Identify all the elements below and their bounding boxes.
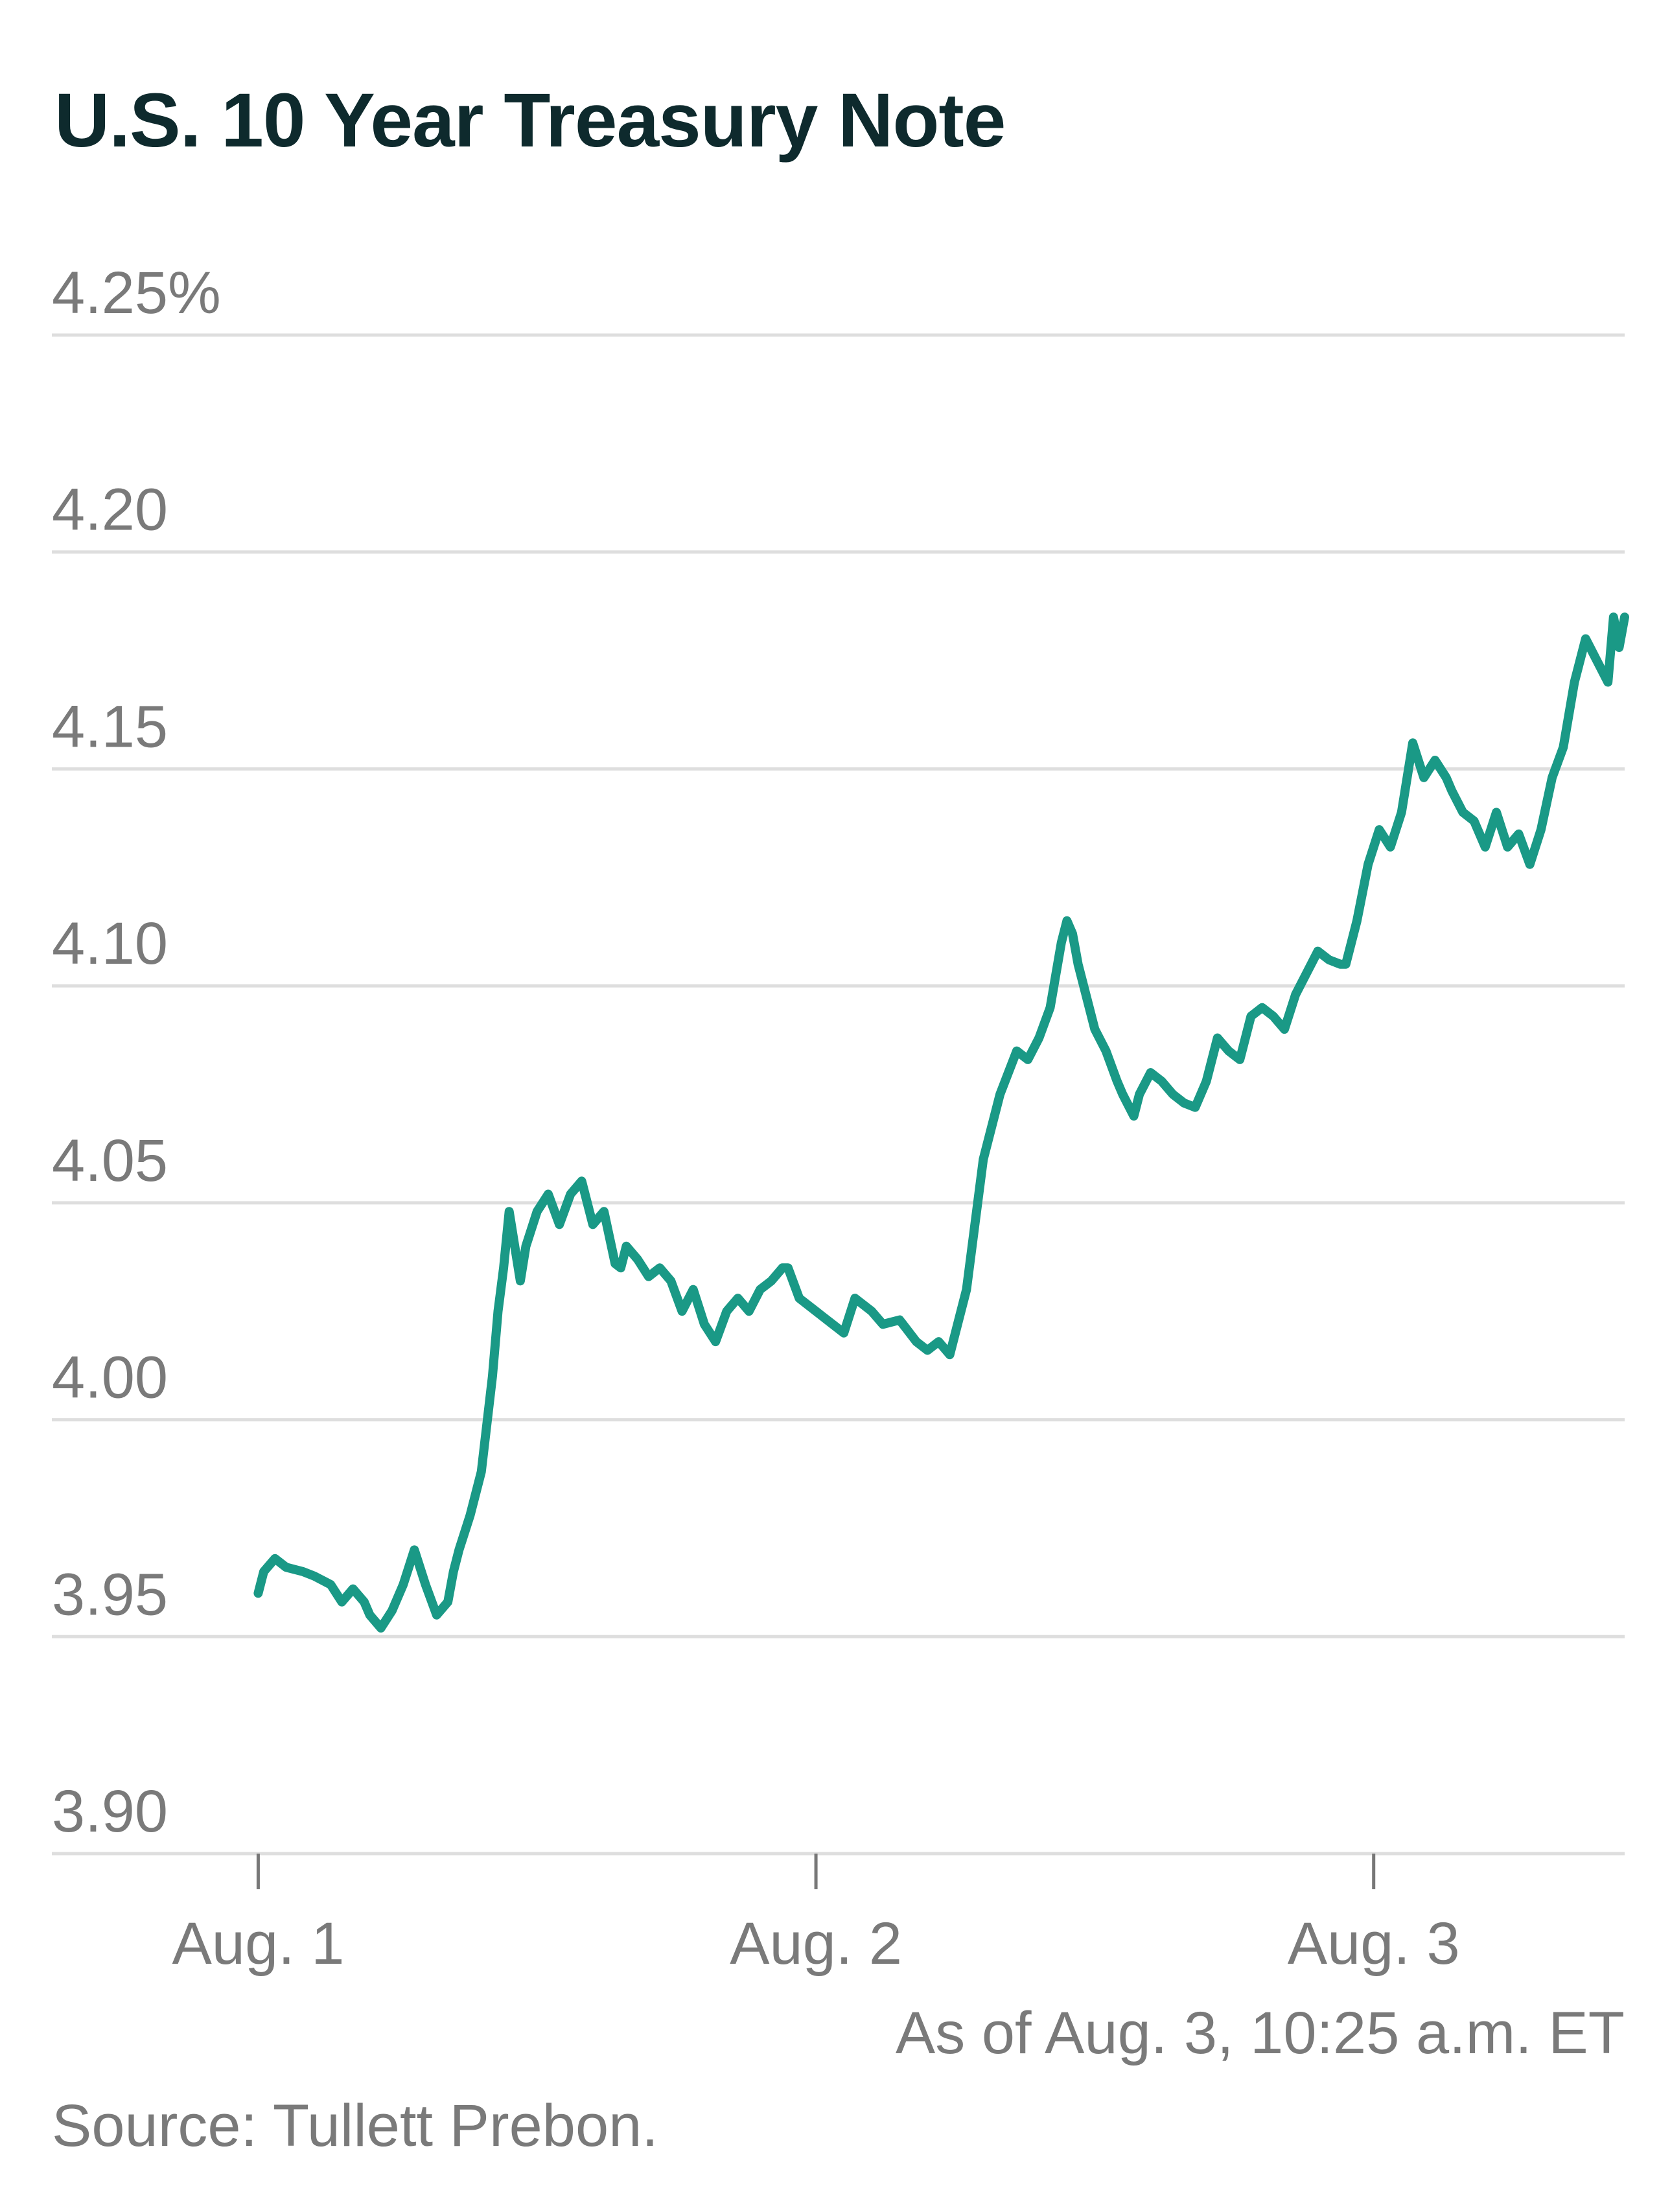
y-tick-label: 4.05 bbox=[52, 1128, 168, 1194]
y-axis-labels: 4.25% 4.20 4.15 4.10 4.05 4.00 3.95 3.90 bbox=[52, 260, 221, 1845]
y-tick-label: 3.90 bbox=[52, 1778, 168, 1845]
series-line-0 bbox=[253, 612, 1629, 1633]
gridlines bbox=[52, 333, 1625, 1856]
series-layer bbox=[253, 612, 1629, 1633]
y-tick-label: 4.00 bbox=[52, 1345, 168, 1411]
x-axis: Aug. 1 Aug. 2 Aug. 3 bbox=[172, 1854, 1460, 1977]
x-tick-label: Aug. 2 bbox=[730, 1911, 902, 1977]
chart-title: U.S. 10 Year Treasury Note bbox=[54, 78, 1006, 163]
y-tick-label: 4.10 bbox=[52, 911, 168, 977]
source-note: Source: Tullett Prebon. bbox=[52, 2093, 658, 2159]
y-tick-label: 3.95 bbox=[52, 1561, 168, 1627]
x-tick-label: Aug. 3 bbox=[1288, 1911, 1460, 1977]
as-of-timestamp: As of Aug. 3, 10:25 a.m. ET bbox=[895, 2000, 1625, 2066]
x-tick-label: Aug. 1 bbox=[172, 1911, 344, 1977]
y-tick-label: 4.15 bbox=[52, 693, 168, 760]
y-tick-label: 4.25% bbox=[52, 260, 221, 326]
y-tick-label: 4.20 bbox=[52, 477, 168, 543]
